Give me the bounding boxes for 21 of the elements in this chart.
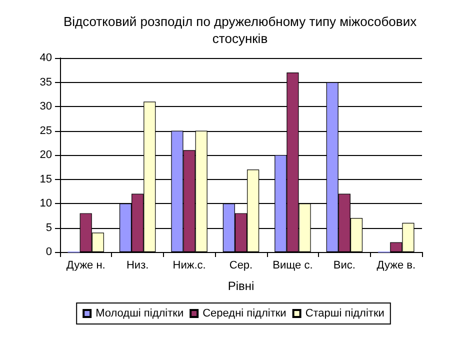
x-tick-label: Вище с. [272,260,313,272]
x-axis-title: Рівні [228,279,254,293]
y-tick-label: 15 [40,173,52,186]
x-tick-label: Сер. [229,260,253,272]
x-tick-label: Ниж.с. [172,260,206,272]
legend-label: Середні підлітки [202,308,286,320]
x-tick-label: Дуже в. [376,260,416,272]
y-tick-label: 20 [40,149,52,161]
y-tick-label: 10 [40,198,52,210]
legend-label: Старші підлітки [305,308,384,320]
y-tick-label: 5 [46,222,52,234]
y-tick-label: 35 [40,76,52,88]
legend-label: Молодші підлітки [96,308,184,320]
y-tick-label: 40 [40,52,52,64]
y-tick-label: 25 [40,124,52,137]
x-tick-label: Вис. [333,260,356,272]
x-tick-label: Дуже н. [66,260,106,272]
y-tick-label: 0 [46,246,52,258]
x-tick-label: Низ. [126,260,149,272]
y-tick-label: 30 [40,100,52,112]
chart-title: Відсотковий розподіл по дружелюбному типу міжособових стосунків [63,14,418,46]
